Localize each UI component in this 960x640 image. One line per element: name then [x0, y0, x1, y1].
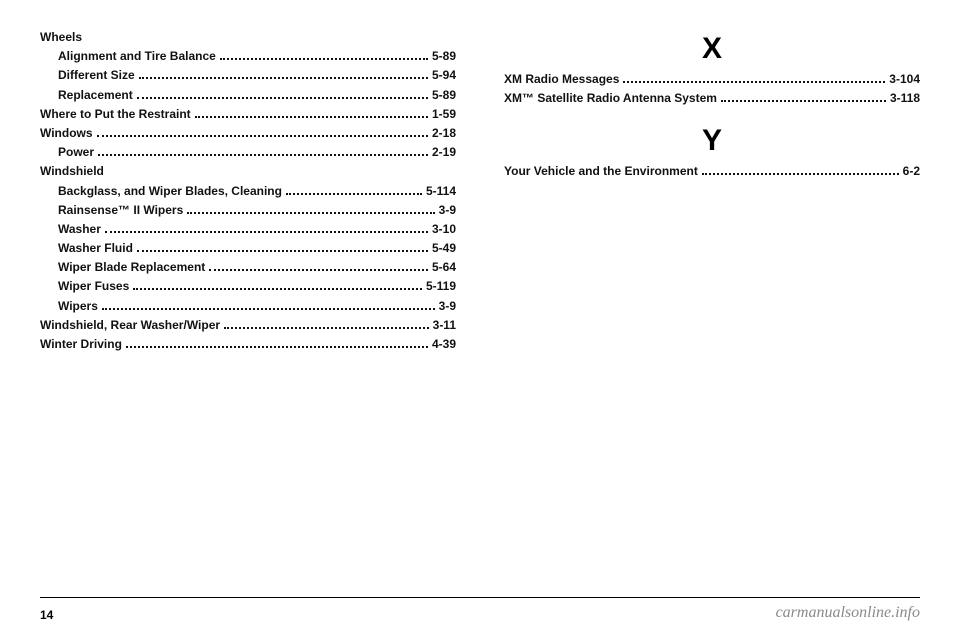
- index-entry: Windshield, Rear Washer/Wiper 3-11: [40, 316, 456, 335]
- index-entry: Wiper Fuses 5-119: [40, 277, 456, 296]
- entry-page: 1-59: [432, 105, 456, 124]
- entry-label: XM Radio Messages: [504, 70, 619, 89]
- index-entry: Washer 3-10: [40, 220, 456, 239]
- entry-page: 5-119: [426, 277, 456, 296]
- leader-dots: [286, 193, 422, 195]
- entry-page: 4-39: [432, 335, 456, 354]
- index-entry: Washer Fluid 5-49: [40, 239, 456, 258]
- leader-dots: [98, 154, 428, 156]
- manual-index-page: Wheels Alignment and Tire Balance 5-89 D…: [0, 0, 960, 640]
- watermark: carmanualsonline.info: [776, 604, 920, 622]
- index-entry: Wipers 3-9: [40, 297, 456, 316]
- entry-label: Replacement: [40, 86, 133, 105]
- entry-page: 5-64: [432, 258, 456, 277]
- leader-dots: [126, 346, 428, 348]
- index-entry: Winter Driving 4-39: [40, 335, 456, 354]
- leader-dots: [139, 77, 428, 79]
- entry-page: 3-9: [439, 297, 456, 316]
- entry-page: 5-49: [432, 239, 456, 258]
- index-entry: Wiper Blade Replacement 5-64: [40, 258, 456, 277]
- leader-dots: [623, 81, 885, 83]
- entry-page: 5-94: [432, 66, 456, 85]
- index-entry: Different Size 5-94: [40, 66, 456, 85]
- entry-label: Wipers: [40, 297, 98, 316]
- entry-label: Washer: [40, 220, 101, 239]
- section-letter-y: Y: [504, 126, 920, 156]
- index-entry: XM™ Satellite Radio Antenna System 3-118: [504, 89, 920, 108]
- entry-page: 5-89: [432, 86, 456, 105]
- entry-label: Windshield, Rear Washer/Wiper: [40, 316, 220, 335]
- entry-label: Windows: [40, 124, 93, 143]
- index-entry: Replacement 5-89: [40, 86, 456, 105]
- index-entry: Where to Put the Restraint 1-59: [40, 105, 456, 124]
- index-heading: Windshield: [40, 162, 456, 181]
- page-number: 14: [40, 608, 53, 622]
- leader-dots: [702, 173, 899, 175]
- index-entry: Alignment and Tire Balance 5-89: [40, 47, 456, 66]
- leader-dots: [133, 288, 422, 290]
- entry-label: Where to Put the Restraint: [40, 105, 191, 124]
- index-entry: Backglass, and Wiper Blades, Cleaning 5-…: [40, 182, 456, 201]
- entry-page: 3-10: [432, 220, 456, 239]
- entry-page: 6-2: [903, 162, 920, 181]
- entry-page: 5-114: [426, 182, 456, 201]
- entry-page: 5-89: [432, 47, 456, 66]
- leader-dots: [209, 269, 428, 271]
- right-column: X XM Radio Messages 3-104 XM™ Satellite …: [504, 28, 920, 585]
- index-entry: XM Radio Messages 3-104: [504, 70, 920, 89]
- leader-dots: [102, 308, 435, 310]
- leader-dots: [97, 135, 428, 137]
- entry-label: Alignment and Tire Balance: [40, 47, 216, 66]
- entry-label: Winter Driving: [40, 335, 122, 354]
- index-entry: Power 2-19: [40, 143, 456, 162]
- entry-label: Wiper Fuses: [40, 277, 129, 296]
- leader-dots: [137, 97, 428, 99]
- index-entry: Windows 2-18: [40, 124, 456, 143]
- entry-label: Different Size: [40, 66, 135, 85]
- leader-dots: [195, 116, 428, 118]
- heading-label: Wheels: [40, 28, 82, 47]
- entry-label: Wiper Blade Replacement: [40, 258, 205, 277]
- index-entry: Your Vehicle and the Environment 6-2: [504, 162, 920, 181]
- index-entry: Rainsense™ II Wipers 3-9: [40, 201, 456, 220]
- entry-page: 3-104: [889, 70, 920, 89]
- entry-label: Your Vehicle and the Environment: [504, 162, 698, 181]
- index-heading: Wheels: [40, 28, 456, 47]
- leader-dots: [105, 231, 428, 233]
- entry-label: Washer Fluid: [40, 239, 133, 258]
- entry-page: 3-11: [433, 316, 456, 335]
- leader-dots: [137, 250, 428, 252]
- left-column: Wheels Alignment and Tire Balance 5-89 D…: [40, 28, 456, 585]
- leader-dots: [220, 58, 428, 60]
- entry-page: 3-118: [890, 89, 920, 108]
- heading-label: Windshield: [40, 162, 104, 181]
- entry-label: Power: [40, 143, 94, 162]
- entry-label: Backglass, and Wiper Blades, Cleaning: [40, 182, 282, 201]
- entry-page: 3-9: [439, 201, 456, 220]
- entry-label: XM™ Satellite Radio Antenna System: [504, 89, 717, 108]
- leader-dots: [224, 327, 429, 329]
- columns: Wheels Alignment and Tire Balance 5-89 D…: [40, 28, 920, 585]
- section-letter-x: X: [504, 34, 920, 64]
- entry-page: 2-19: [432, 143, 456, 162]
- entry-page: 2-18: [432, 124, 456, 143]
- leader-dots: [187, 212, 434, 214]
- page-footer: 14 carmanualsonline.info: [40, 597, 920, 622]
- leader-dots: [721, 100, 886, 102]
- entry-label: Rainsense™ II Wipers: [40, 201, 183, 220]
